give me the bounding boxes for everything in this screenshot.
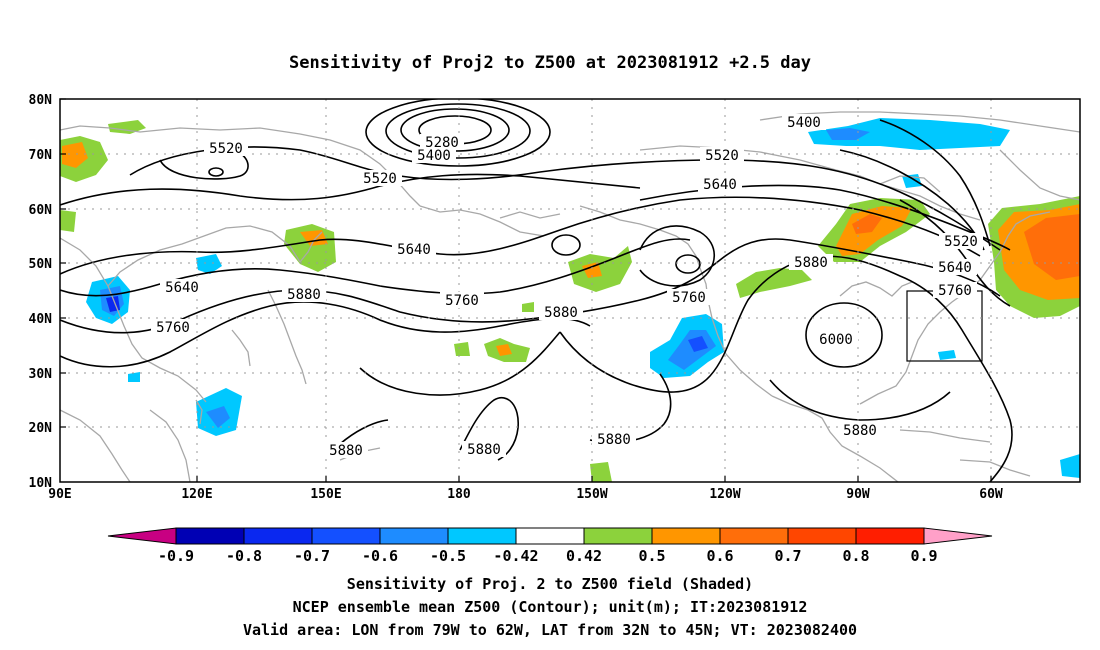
- lon-tick-label: 90E: [48, 487, 71, 502]
- colorbar-tick-label: 0.42: [566, 547, 602, 565]
- tick-marks: [60, 98, 992, 482]
- colorbar-high-extension: [923, 527, 993, 545]
- colorbar-swatch: [311, 527, 381, 545]
- positive-region: [62, 142, 88, 168]
- contour-label: 5520: [944, 234, 978, 250]
- positive-region: [590, 462, 612, 482]
- negative-region: [196, 254, 222, 274]
- colorbar-swatch: [243, 527, 313, 545]
- lat-tick-label: 30N: [29, 367, 53, 382]
- positive-region: [454, 342, 470, 356]
- contour-label-lone: 5880: [838, 422, 882, 439]
- colorbar-tick-label: 0.5: [638, 547, 665, 565]
- contour-label: 5880: [467, 442, 501, 458]
- colorbar-swatch: [515, 527, 585, 545]
- contour-label: 5880: [597, 432, 631, 448]
- colorbar-swatch: [719, 527, 789, 545]
- colorbar-tick-label: -0.6: [362, 547, 398, 565]
- lon-tick-label: 180: [447, 487, 471, 502]
- colorbar-tick-label: -0.5: [430, 547, 466, 565]
- contour-label: 5640: [397, 242, 431, 258]
- contour-label: 5520: [209, 141, 243, 157]
- colorbar-tick-label: -0.9: [158, 547, 194, 565]
- colorbar-swatch: [447, 527, 517, 545]
- positive-region: [582, 262, 602, 278]
- colorbar-tick-label: -0.42: [493, 547, 538, 565]
- contour-label: 5520: [363, 171, 397, 187]
- colorbar-tick-label: 0.8: [842, 547, 869, 565]
- lat-tick-label: 80N: [29, 93, 53, 108]
- negative-region: [206, 406, 230, 428]
- contour-label: 5880: [287, 287, 321, 303]
- colorbar-swatch: [583, 527, 653, 545]
- positive-region: [852, 214, 882, 234]
- negative-region: [1060, 454, 1080, 478]
- colorbar-low-extension: [107, 527, 177, 545]
- positive-region: [300, 230, 328, 246]
- colorbar-tick-label: 0.7: [774, 547, 801, 565]
- lon-tick-label: 90W: [846, 487, 870, 502]
- contour-label: 5880: [843, 423, 877, 439]
- contour-label: 5880: [329, 443, 363, 459]
- lon-tick-label: 150W: [576, 487, 607, 502]
- caption-line-2: NCEP ensemble mean Z500 (Contour); unit(…: [293, 598, 808, 616]
- latitude-labels: 80N 70N 60N 50N 40N 30N 20N 10N: [29, 93, 53, 491]
- lat-tick-label: 70N: [29, 148, 53, 163]
- negative-region: [688, 336, 708, 352]
- contour-label: 5760: [156, 320, 190, 336]
- map-panel: [60, 99, 1080, 482]
- lat-tick-label: 20N: [29, 421, 53, 436]
- lat-tick-label: 40N: [29, 312, 53, 327]
- colorbar: -0.9 -0.8 -0.7 -0.6 -0.5 -0.42 0.42 0.5 0.6 0.7 0.…: [107, 527, 993, 565]
- negative-region: [938, 350, 956, 360]
- contour-label: 5640: [165, 280, 199, 296]
- lon-tick-label: 150E: [310, 487, 341, 502]
- negative-region: [808, 118, 1010, 150]
- colorbar-tick-label: 0.9: [910, 547, 937, 565]
- lat-tick-label: 10N: [29, 476, 53, 491]
- colorbar-swatch: [379, 527, 449, 545]
- contour-label: 5760: [672, 290, 706, 306]
- lon-tick-label: 120W: [709, 487, 740, 502]
- negative-region: [128, 372, 140, 382]
- contour-label: 5400: [417, 148, 451, 164]
- colorbar-swatch: [651, 527, 721, 545]
- colorbar-tick-label: -0.8: [226, 547, 262, 565]
- colorbar-tick-label: 0.6: [706, 547, 733, 565]
- positive-region: [60, 210, 76, 232]
- contour-label: 5640: [703, 177, 737, 193]
- caption-line-1: Sensitivity of Proj. 2 to Z500 field (Sh…: [347, 575, 753, 593]
- colorbar-swatch: [855, 527, 925, 545]
- colorbar-tick-label: -0.7: [294, 547, 330, 565]
- lon-tick-label: 120E: [181, 487, 212, 502]
- contour-label: 6000: [819, 332, 853, 348]
- colorbar-swatch: [175, 527, 245, 545]
- colorbar-swatch: [787, 527, 857, 545]
- negative-region: [826, 128, 870, 140]
- positive-region: [522, 302, 534, 312]
- map-frame: [59, 98, 1081, 483]
- contour-label: 5760: [938, 283, 972, 299]
- contour-label: 5520: [705, 148, 739, 164]
- contour-label: 5760: [445, 293, 479, 309]
- longitude-labels: 90E 120E 150E 180 150W 120W 90W 60W: [48, 487, 1003, 502]
- contour-labels: 5520 5280 5400 5520 5520 5400 5640 5640 …: [151, 114, 983, 459]
- figure-title: Sensitivity of Proj2 to Z500 at 20230819…: [289, 53, 811, 73]
- positive-region: [108, 120, 146, 134]
- contour-label: 5640: [938, 260, 972, 276]
- positive-region: [736, 268, 812, 298]
- contour-label: 5400: [787, 115, 821, 131]
- lat-tick-label: 60N: [29, 203, 53, 218]
- positive-region: [496, 344, 512, 356]
- lon-tick-label: 60W: [979, 487, 1003, 502]
- lat-tick-label: 50N: [29, 257, 53, 272]
- contour-label: 5880: [544, 305, 578, 321]
- valid-area-box: [906, 290, 983, 362]
- contour-label: 5880: [794, 255, 828, 271]
- caption-line-3: Valid area: LON from 79W to 62W, LAT fro…: [243, 621, 857, 639]
